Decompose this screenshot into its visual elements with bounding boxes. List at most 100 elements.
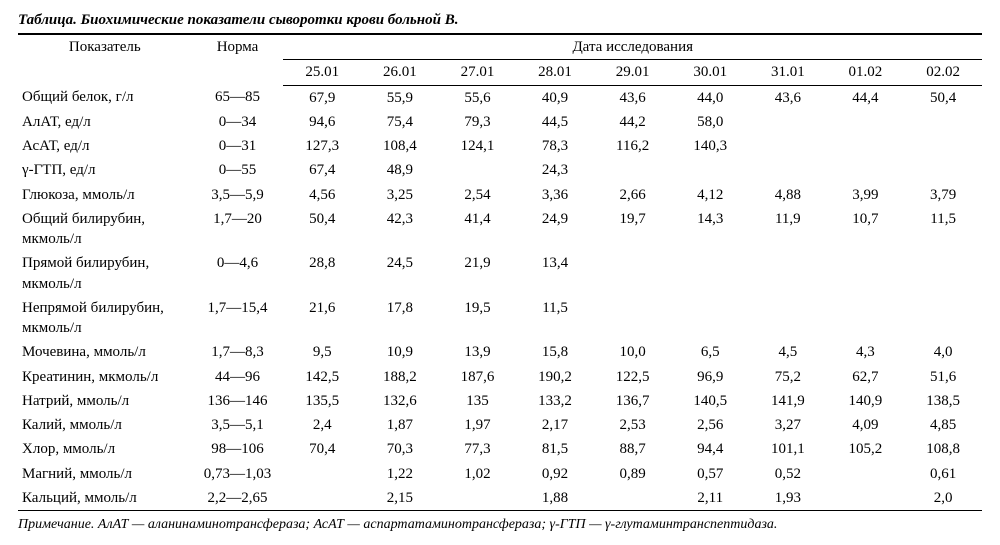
- cell-value: [827, 110, 905, 134]
- cell-value: 15,8: [516, 340, 594, 364]
- cell-value: 3,36: [516, 183, 594, 207]
- cell-value: 94,6: [283, 110, 361, 134]
- col-header-dates: Дата исследования: [283, 35, 982, 60]
- cell-norm: 3,5—5,1: [192, 413, 284, 437]
- cell-value: 79,3: [439, 110, 517, 134]
- cell-value: [904, 251, 982, 296]
- cell-norm: 1,7—8,3: [192, 340, 284, 364]
- cell-value: [283, 462, 361, 486]
- cell-value: 2,15: [361, 486, 439, 511]
- cell-value: 96,9: [671, 365, 749, 389]
- cell-value: 51,6: [904, 365, 982, 389]
- cell-value: 24,9: [516, 207, 594, 252]
- cell-value: 0,52: [749, 462, 827, 486]
- cell-value: 101,1: [749, 437, 827, 461]
- cell-value: [671, 251, 749, 296]
- cell-norm: 0—4,6: [192, 251, 284, 296]
- cell-value: [671, 296, 749, 341]
- cell-value: [749, 251, 827, 296]
- table-row: Мочевина, ммоль/л1,7—8,39,510,913,915,81…: [18, 340, 982, 364]
- cell-value: 67,4: [283, 158, 361, 182]
- cell-value: 2,66: [594, 183, 672, 207]
- cell-norm: 0—31: [192, 134, 284, 158]
- table-row: Хлор, ммоль/л98—10670,470,377,381,588,79…: [18, 437, 982, 461]
- footnote-text: . АлАТ — аланинаминотрансфераза; АсАТ — …: [91, 517, 778, 532]
- title-subject: В.: [445, 12, 459, 28]
- cell-value: 48,9: [361, 158, 439, 182]
- cell-value: 24,3: [516, 158, 594, 182]
- cell-value: 3,99: [827, 183, 905, 207]
- cell-value: 3,25: [361, 183, 439, 207]
- cell-value: 75,2: [749, 365, 827, 389]
- cell-value: 4,85: [904, 413, 982, 437]
- cell-value: 58,0: [671, 110, 749, 134]
- cell-value: 78,3: [516, 134, 594, 158]
- cell-value: 2,54: [439, 183, 517, 207]
- cell-value: 138,5: [904, 389, 982, 413]
- cell-value: [439, 158, 517, 182]
- cell-value: 190,2: [516, 365, 594, 389]
- cell-value: 127,3: [283, 134, 361, 158]
- cell-param: Общий билирубин, мкмоль/л: [18, 207, 192, 252]
- cell-value: 2,11: [671, 486, 749, 511]
- cell-param: Непрямой билирубин, мкмоль/л: [18, 296, 192, 341]
- col-header-date: 27.01: [439, 60, 517, 85]
- cell-value: 24,5: [361, 251, 439, 296]
- cell-value: [904, 110, 982, 134]
- cell-value: 14,3: [671, 207, 749, 252]
- cell-value: 50,4: [904, 85, 982, 110]
- cell-value: 0,57: [671, 462, 749, 486]
- cell-value: 43,6: [749, 85, 827, 110]
- cell-value: 10,7: [827, 207, 905, 252]
- cell-param: АсАТ, ед/л: [18, 134, 192, 158]
- cell-value: 3,27: [749, 413, 827, 437]
- cell-norm: 2,2—2,65: [192, 486, 284, 511]
- cell-param: АлАТ, ед/л: [18, 110, 192, 134]
- cell-param: Кальций, ммоль/л: [18, 486, 192, 511]
- cell-norm: 98—106: [192, 437, 284, 461]
- cell-value: 11,5: [904, 207, 982, 252]
- cell-value: 4,0: [904, 340, 982, 364]
- cell-value: [827, 134, 905, 158]
- cell-value: 1,22: [361, 462, 439, 486]
- col-header-date: 29.01: [594, 60, 672, 85]
- footnote-label: Примечание: [18, 517, 91, 532]
- cell-value: 81,5: [516, 437, 594, 461]
- cell-value: 9,5: [283, 340, 361, 364]
- cell-value: [671, 158, 749, 182]
- cell-value: 4,56: [283, 183, 361, 207]
- cell-param: Общий белок, г/л: [18, 85, 192, 110]
- cell-value: [827, 251, 905, 296]
- cell-value: 19,7: [594, 207, 672, 252]
- cell-norm: 0,73—1,03: [192, 462, 284, 486]
- cell-value: [594, 296, 672, 341]
- cell-param: Хлор, ммоль/л: [18, 437, 192, 461]
- cell-value: 19,5: [439, 296, 517, 341]
- cell-value: [827, 158, 905, 182]
- cell-value: 2,17: [516, 413, 594, 437]
- cell-value: 11,9: [749, 207, 827, 252]
- cell-value: [594, 486, 672, 511]
- cell-value: 124,1: [439, 134, 517, 158]
- cell-value: 44,4: [827, 85, 905, 110]
- cell-value: [594, 158, 672, 182]
- cell-value: [749, 110, 827, 134]
- cell-value: 21,9: [439, 251, 517, 296]
- cell-value: 40,9: [516, 85, 594, 110]
- cell-value: 132,6: [361, 389, 439, 413]
- cell-value: 10,9: [361, 340, 439, 364]
- table-title: Таблица. Биохимические показатели сыворо…: [18, 12, 982, 35]
- cell-norm: 44—96: [192, 365, 284, 389]
- cell-value: 142,5: [283, 365, 361, 389]
- cell-value: 4,12: [671, 183, 749, 207]
- cell-value: 140,5: [671, 389, 749, 413]
- cell-value: 3,79: [904, 183, 982, 207]
- cell-value: 13,9: [439, 340, 517, 364]
- biochem-table: Показатель Норма Дата исследования 25.01…: [18, 35, 982, 511]
- cell-value: 105,2: [827, 437, 905, 461]
- cell-norm: 0—55: [192, 158, 284, 182]
- cell-value: 17,8: [361, 296, 439, 341]
- table-body: Общий белок, г/л65—8567,955,955,640,943,…: [18, 85, 982, 511]
- table-row: Калий, ммоль/л3,5—5,12,41,871,972,172,53…: [18, 413, 982, 437]
- cell-value: [827, 462, 905, 486]
